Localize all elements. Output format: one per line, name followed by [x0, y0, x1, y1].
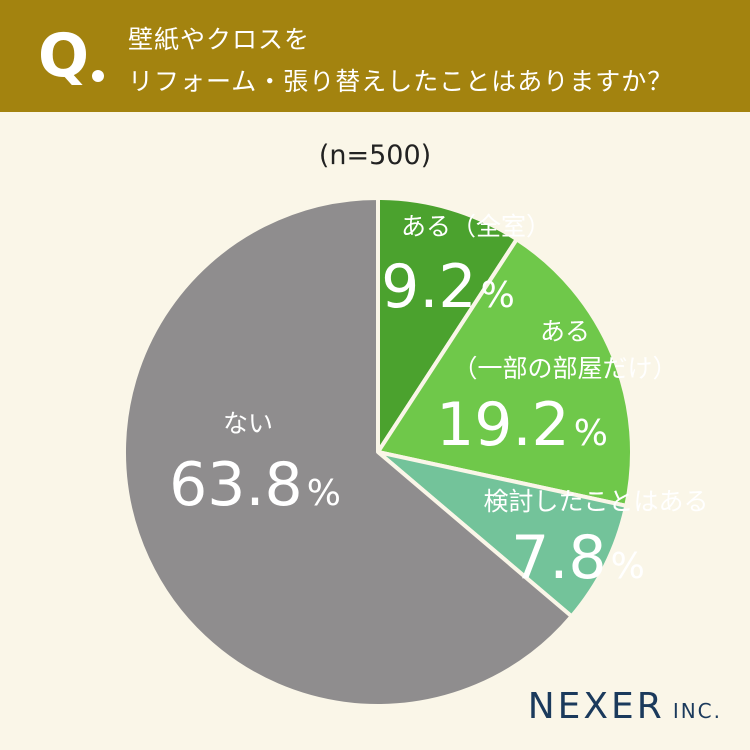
slice-label-2-0: 検討したことはある [483, 487, 708, 516]
question-line-2: リフォーム・張り替えしたことはありますか？ [128, 67, 674, 96]
slice-value-2: 7.8% [511, 523, 645, 593]
pie-slice-0 [376, 196, 519, 454]
nexer-logo: NEXER INC. [528, 686, 722, 727]
slice-label-1-1: （一部の部屋だけ） [452, 354, 677, 383]
question-header: Q 壁紙やクロスを リフォーム・張り替えしたことはありますか？ [0, 0, 750, 112]
pie-slice-3 [122, 196, 574, 708]
pie-slice-2 [376, 450, 629, 619]
slice-label-1-0: ある [540, 317, 590, 346]
slice-value-1: 19.2% [436, 390, 608, 460]
slice-value-0: 9.2% [381, 252, 515, 322]
slice-label-3-0: ない [223, 409, 273, 438]
question-line-1: 壁紙やクロスを [128, 25, 311, 54]
pie-slice-1 [376, 237, 634, 508]
logo-main-text: NEXER [527, 686, 665, 727]
sample-size: (n=500) [318, 140, 432, 171]
q-letter: Q [38, 21, 90, 91]
slice-value-3: 63.8% [169, 450, 341, 520]
q-dot [92, 70, 104, 82]
logo-sub-text: INC. [672, 699, 722, 723]
slice-label-0-0: ある（全室） [401, 212, 551, 241]
